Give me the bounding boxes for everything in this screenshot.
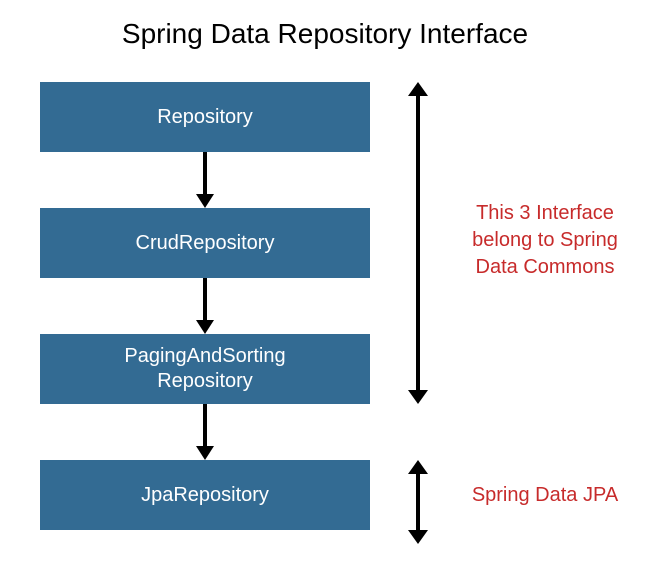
annotation-jpa-note: Spring Data JPA (450, 482, 640, 509)
box-repository: Repository (40, 82, 370, 152)
diagram-title: Spring Data Repository Interface (0, 18, 650, 50)
annotation-commons-note: This 3 Interfacebelong to SpringData Com… (450, 200, 640, 281)
box-crud: CrudRepository (40, 208, 370, 278)
box-paging: PagingAndSortingRepository (40, 334, 370, 404)
box-jpa: JpaRepository (40, 460, 370, 530)
